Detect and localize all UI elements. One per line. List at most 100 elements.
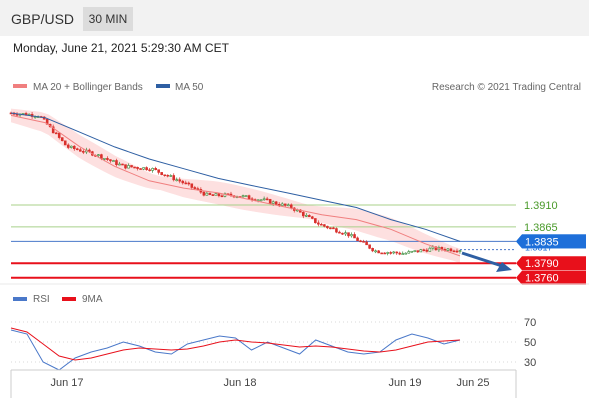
candle-body [151,168,154,171]
candle-body [392,251,396,254]
rsi-tick-label-1: 50 [524,337,536,349]
research-credit: Research © 2021 Trading Central [432,82,581,93]
candle-body [208,192,212,195]
candle-body [347,232,350,237]
candle-body [389,252,392,254]
rsi-legend-label: RSI [33,294,50,305]
ma20-line [10,114,461,257]
candle-body [332,227,335,230]
rsi-legend: RSI 9MA [13,294,103,305]
candle-body [395,251,399,254]
candle-body [368,244,371,249]
level-label-3: 1.3790 [525,258,559,270]
candle-body [302,211,305,217]
candle-body [404,252,408,255]
candle-body [133,166,136,169]
ma50-legend-label: MA 50 [175,82,204,93]
rsi-tick-label-0: 70 [524,317,536,329]
candle-body [452,250,456,253]
candle-body [66,144,70,148]
rsi-ma-legend-swatch [62,297,76,301]
candle-body [449,248,453,252]
candle-body [187,182,191,185]
candle-body [458,250,462,252]
candle-body [274,201,278,205]
candle-body [455,250,459,253]
candle-body [374,250,377,253]
candle-body [356,237,359,242]
candle-body [214,193,218,196]
candle-body [175,179,179,181]
candle-body [425,249,429,252]
candle-body [184,182,188,185]
x-tick-label-3: Jun 25 [456,377,489,389]
candle-body [75,148,79,151]
candle-body [350,234,353,237]
candle-body [145,167,148,171]
chart-datetime: Monday, June 21, 2021 5:29:30 AM CET [13,41,229,55]
candle-body [422,249,426,252]
candle-body [320,223,323,226]
candle-body [139,168,142,170]
candle-body [335,228,338,233]
x-tick-label-0: Jun 17 [50,377,83,389]
candle-body [223,193,227,197]
candle-body [305,215,308,217]
candle-body [163,174,166,177]
main-plot-area: 1.39101.38651.38351.37901.37601.38171.38… [9,108,586,285]
candle-body [280,203,284,206]
rsi-panel: 70 50 30 [10,317,536,371]
candle-body [380,252,383,255]
pivot-tag-cover [516,234,586,249]
candle-body [289,204,293,209]
trend-arrow-head [496,262,512,272]
candle-body [268,199,272,204]
candle-body [63,140,67,146]
candle-body [103,158,106,160]
candle-body [193,187,197,189]
candle-body [410,250,414,253]
rsi-line [10,329,461,371]
timeframe-badge[interactable]: 30 MIN [83,7,133,31]
candle-body [359,240,362,243]
candle-body [311,216,314,219]
candle-body [283,203,287,206]
bollinger-band-area [11,108,460,264]
x-tick-label-1: Jun 18 [223,377,256,389]
candle-body [244,195,248,197]
candle-body [353,234,356,239]
candle-body [57,132,61,138]
rsi-legend-swatch [13,297,27,301]
currency-pair-title: GBP/USD [11,11,75,27]
time-axis: Jun 17 Jun 18 Jun 19 Jun 25 [10,369,517,398]
level-label-4: 1.3760 [525,273,559,285]
candle-body [118,163,121,166]
candle-body [205,192,209,196]
ma20-legend-label: MA 20 + Bollinger Bands [33,82,143,93]
pivot-label-cover: 1.3835 [525,236,559,248]
candle-body [365,241,368,246]
candle-body [121,163,124,166]
candle-body [247,195,251,200]
candlesticks [9,111,462,256]
candle-body [142,167,145,170]
candle-body [82,151,85,153]
candle-body [190,183,194,188]
candle-body [202,191,206,196]
candle-body [377,250,380,254]
ma50-line [10,112,461,242]
rsi-tick-label-2: 30 [524,357,536,369]
candle-body [97,154,100,156]
candle-body [157,169,160,173]
level-label-1: 1.3865 [524,222,558,234]
candle-body [416,250,420,253]
candle-body [401,253,405,255]
candle-body [259,199,263,202]
trend-arrow [461,251,512,272]
candle-body [72,145,76,150]
candle-body [329,227,332,230]
candle-body [446,248,450,251]
candle-body [124,164,127,169]
candle-body [314,218,317,224]
candle-body [181,180,185,184]
